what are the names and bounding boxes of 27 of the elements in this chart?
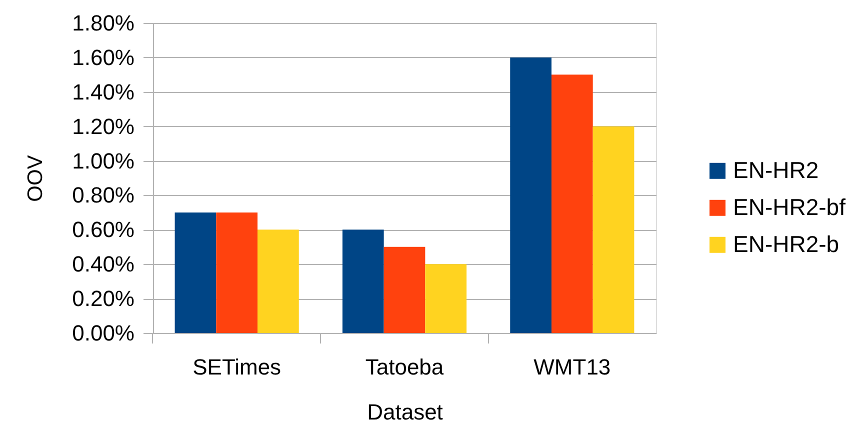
bar bbox=[425, 264, 467, 333]
y-tick-label: 1.00% bbox=[72, 148, 134, 174]
bar bbox=[384, 246, 426, 333]
x-axis-title: Dataset bbox=[367, 400, 443, 424]
bar bbox=[510, 57, 552, 333]
y-tick-label: 1.40% bbox=[72, 79, 134, 104]
legend-label: EN-HR2-b bbox=[733, 230, 840, 257]
bar bbox=[174, 212, 216, 333]
y-tick-label: 1.80% bbox=[72, 10, 134, 36]
x-tick-label: WMT13 bbox=[534, 354, 611, 380]
legend-label: EN-HR2-bf bbox=[733, 194, 846, 220]
bar bbox=[551, 74, 593, 333]
bar bbox=[342, 230, 384, 333]
bar bbox=[258, 230, 299, 333]
x-tick-label: SETimes bbox=[192, 354, 282, 380]
y-tick-label: 0.80% bbox=[72, 182, 134, 208]
y-tick-label: 0.40% bbox=[72, 252, 134, 277]
bar bbox=[592, 126, 634, 333]
legend-label: EN-HR2 bbox=[733, 156, 819, 183]
y-tick-label: 1.20% bbox=[72, 114, 134, 139]
x-tick-label: Tatoeba bbox=[365, 354, 444, 380]
y-tick-label: 0.20% bbox=[72, 286, 134, 312]
y-tick-label: 0.60% bbox=[72, 217, 134, 242]
bar bbox=[216, 212, 258, 333]
y-tick-label: 1.60% bbox=[72, 44, 134, 70]
y-tick-label: 0.00% bbox=[72, 320, 134, 346]
y-axis-title: OOV bbox=[24, 155, 48, 202]
